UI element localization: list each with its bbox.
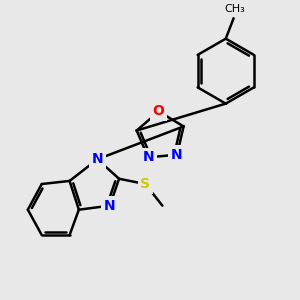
Text: O: O	[153, 104, 165, 118]
Text: N: N	[92, 152, 103, 166]
Text: N: N	[171, 148, 183, 162]
Text: S: S	[140, 177, 150, 191]
Text: CH₃: CH₃	[225, 4, 245, 14]
Text: N: N	[142, 150, 154, 164]
Text: N: N	[104, 199, 116, 213]
